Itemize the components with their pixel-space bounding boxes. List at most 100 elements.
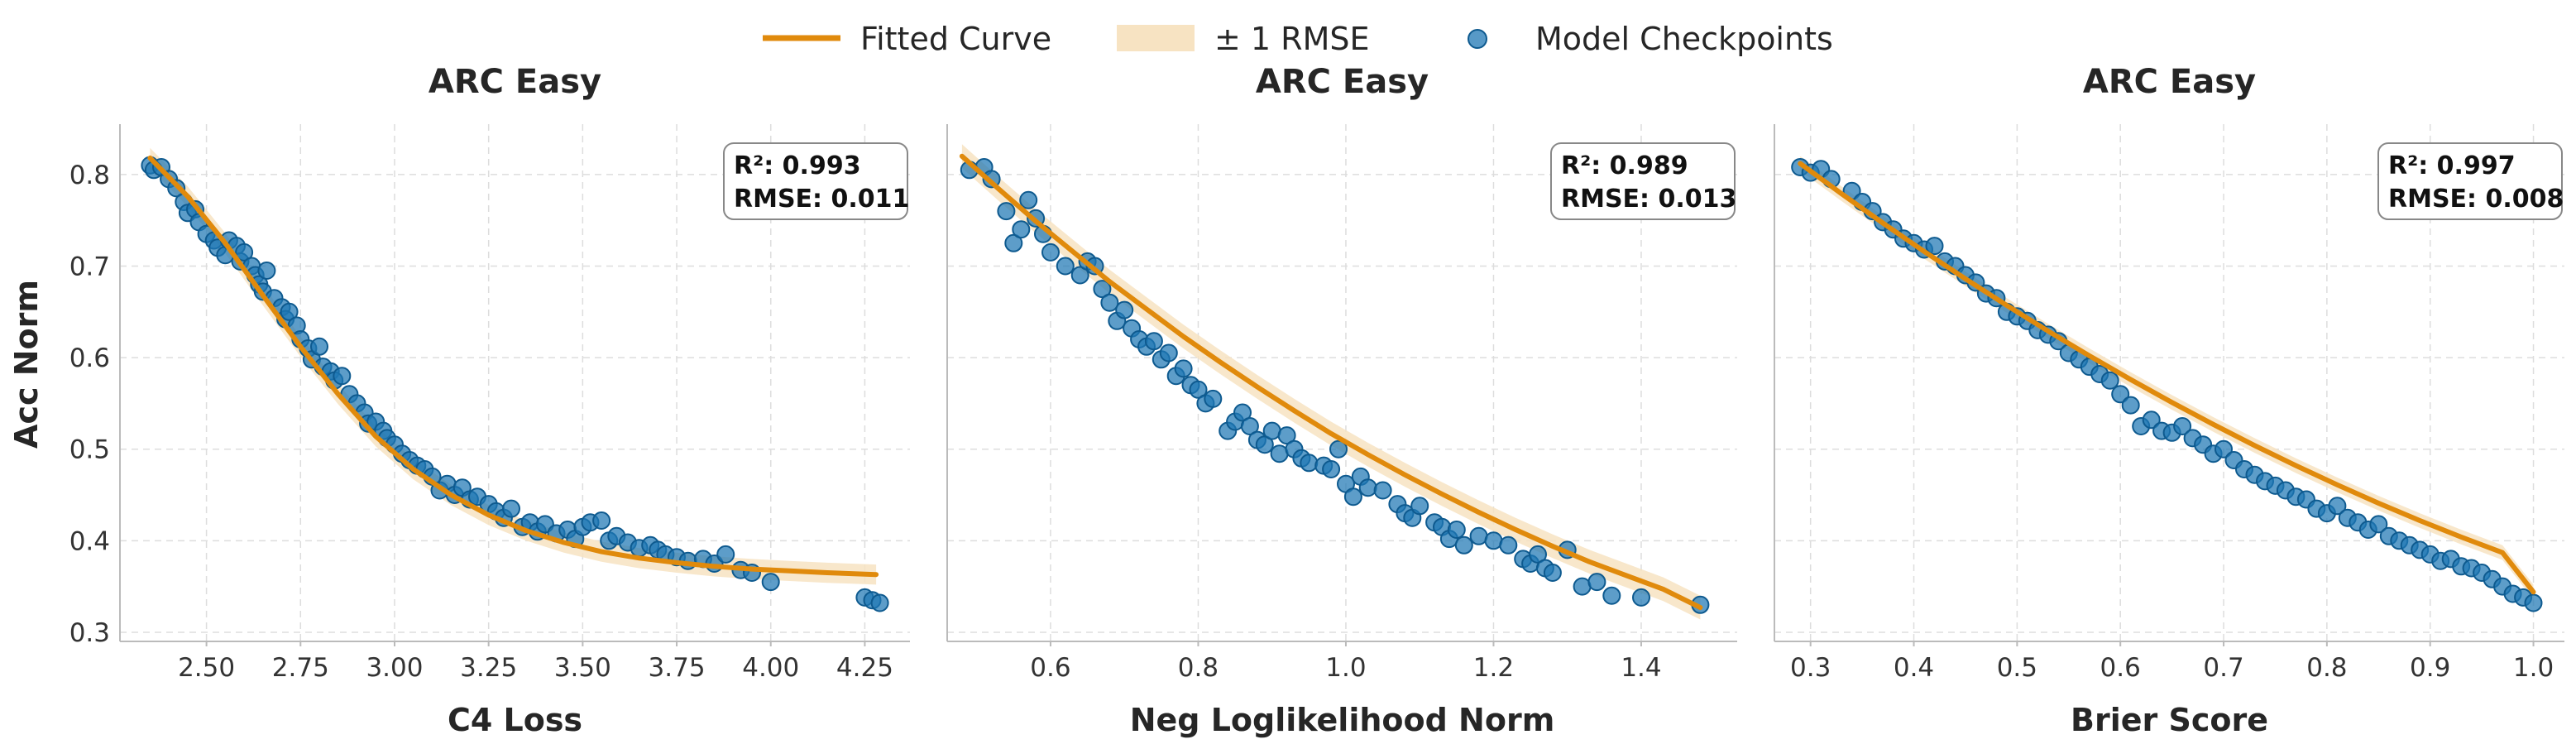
checkpoint-point	[1019, 190, 1038, 209]
fitted-curve	[1798, 161, 2536, 595]
checkpoint-point	[1499, 535, 1518, 555]
checkpoint-point	[2173, 417, 2192, 435]
rmse-value: RMSE: 0.008	[2388, 185, 2564, 214]
x-tick-label: 1.0	[2513, 653, 2554, 683]
y-tick-label: 0.4	[69, 526, 110, 556]
x-tick-label: 3.50	[554, 653, 611, 683]
x-tick-label: 1.2	[1473, 653, 1514, 683]
checkpoint-point	[1012, 220, 1031, 239]
x-axis-label: Brier Score	[2071, 702, 2268, 738]
checkpoint-point	[716, 545, 735, 564]
rmse-band	[1800, 156, 2534, 600]
x-tick-label: 2.75	[272, 653, 329, 683]
checkpoint-point	[1159, 343, 1178, 362]
checkpoint-point	[1322, 460, 1341, 478]
checkpoint-point	[502, 499, 520, 518]
stats-box	[723, 142, 908, 220]
legend: Fitted Curve ± 1 RMSE Model Checkpoints	[763, 21, 1833, 57]
checkpoint-point	[280, 302, 299, 321]
checkpoint-point	[1632, 588, 1650, 607]
x-axis-label: Neg Loglikelihood Norm	[1130, 702, 1555, 738]
checkpoint-point	[1270, 444, 1289, 463]
checkpoint-point	[1329, 439, 1348, 459]
checkpoint-point	[310, 337, 328, 356]
legend-marker-swatch	[1468, 29, 1487, 49]
fitted-curve	[147, 155, 879, 578]
checkpoint-point	[1204, 389, 1223, 408]
checkpoint-point	[1041, 242, 1060, 262]
fitted-curve	[959, 153, 1703, 611]
x-axis-label: C4 Loss	[448, 702, 582, 738]
x-tick-label: 0.8	[2306, 653, 2347, 683]
y-tick-label: 0.5	[69, 435, 110, 465]
checkpoint-point	[1925, 237, 1944, 256]
checkpoint-point	[1343, 487, 1362, 507]
checkpoint-point	[1454, 535, 1473, 555]
x-tick-label: 3.00	[366, 653, 423, 683]
checkpoint-point	[1255, 435, 1274, 454]
checkpoint-point	[235, 242, 254, 262]
checkpoint-point	[1529, 545, 1547, 564]
checkpoint-point	[2369, 515, 2388, 534]
x-tick-label: 1.4	[1621, 653, 1661, 683]
checkpoint-point	[2214, 439, 2233, 459]
x-tick-label: 4.00	[742, 653, 799, 683]
stats-box	[2377, 142, 2563, 220]
x-tick-label: 0.4	[1894, 653, 1934, 683]
x-tick-label: 1.0	[1325, 653, 1366, 683]
y-axis-label: Acc Norm	[8, 280, 45, 449]
checkpoint-point	[1115, 300, 1134, 319]
checkpoint-point	[870, 593, 889, 612]
r2-value: R²: 0.997	[2388, 151, 2516, 180]
checkpoint-point	[997, 202, 1016, 221]
x-tick-label: 4.25	[836, 653, 893, 683]
x-tick-label: 0.3	[1790, 653, 1831, 683]
x-tick-label: 0.6	[2100, 653, 2141, 683]
checkpoint-point	[1174, 359, 1193, 378]
checkpoint-point	[1358, 478, 1377, 497]
checkpoint-point	[2524, 593, 2543, 612]
rmse-band	[961, 144, 1701, 620]
y-tick-label: 0.7	[69, 252, 110, 281]
checkpoint-point	[2328, 497, 2347, 516]
r2-value: R²: 0.993	[734, 151, 861, 180]
checkpoint-point	[1410, 497, 1429, 516]
y-tick-label: 0.3	[69, 618, 110, 648]
checkpoint-point	[1262, 421, 1281, 440]
checkpoint-point	[1277, 426, 1296, 445]
checkpoint-point	[761, 573, 780, 592]
legend-label-model-checkpoints: Model Checkpoints	[1535, 21, 1833, 57]
checkpoint-point	[1543, 564, 1562, 582]
panel-neg-loglikelihood: 0.6 0.8 1.0 1.2 1.4 ARC Easy Neg Loglikelihood…	[946, 63, 1737, 738]
y-tick-label: 0.6	[69, 343, 110, 373]
x-tick-label: 3.75	[649, 653, 706, 683]
y-tick-label: 0.8	[69, 161, 110, 190]
checkpoint-point	[333, 367, 352, 386]
panel-c4-loss: 2.50 2.75 3.00 3.25 3.50 3.75 4.00 4.25 0.3 0.4 0.…	[69, 63, 910, 738]
checkpoint-point	[257, 262, 276, 280]
checkpoint-point	[1587, 573, 1606, 592]
checkpoint-point	[1144, 332, 1163, 351]
checkpoint-point	[1189, 380, 1208, 399]
x-tick-label: 0.9	[2410, 653, 2450, 683]
x-tick-label: 3.25	[460, 653, 517, 683]
x-tick-label: 0.6	[1030, 653, 1070, 683]
checkpoint-point	[1240, 417, 1259, 435]
rmse-value: RMSE: 0.011	[734, 185, 909, 214]
panel-brier-score: 0.3 0.4 0.5 0.6 0.7 0.8 0.9 1.0 ARC Easy Brier Sc…	[1774, 63, 2564, 738]
checkpoint-point	[2121, 396, 2140, 415]
legend-label-fitted-curve: Fitted Curve	[860, 21, 1051, 57]
checkpoint-point	[1233, 403, 1252, 422]
checkpoint-point	[2100, 371, 2119, 390]
checkpoint-point	[2111, 385, 2130, 404]
checkpoint-point	[1070, 266, 1089, 285]
checkpoint-point	[1469, 526, 1488, 545]
checkpoint-point	[1373, 481, 1392, 500]
checkpoint-point	[1056, 257, 1075, 276]
checkpoint-point	[1300, 454, 1319, 473]
checkpoint-point	[592, 511, 611, 530]
checkpoint-point	[1004, 233, 1023, 252]
panel-title: ARC Easy	[429, 63, 601, 101]
legend-label-rmse-band: ± 1 RMSE	[1214, 21, 1370, 57]
